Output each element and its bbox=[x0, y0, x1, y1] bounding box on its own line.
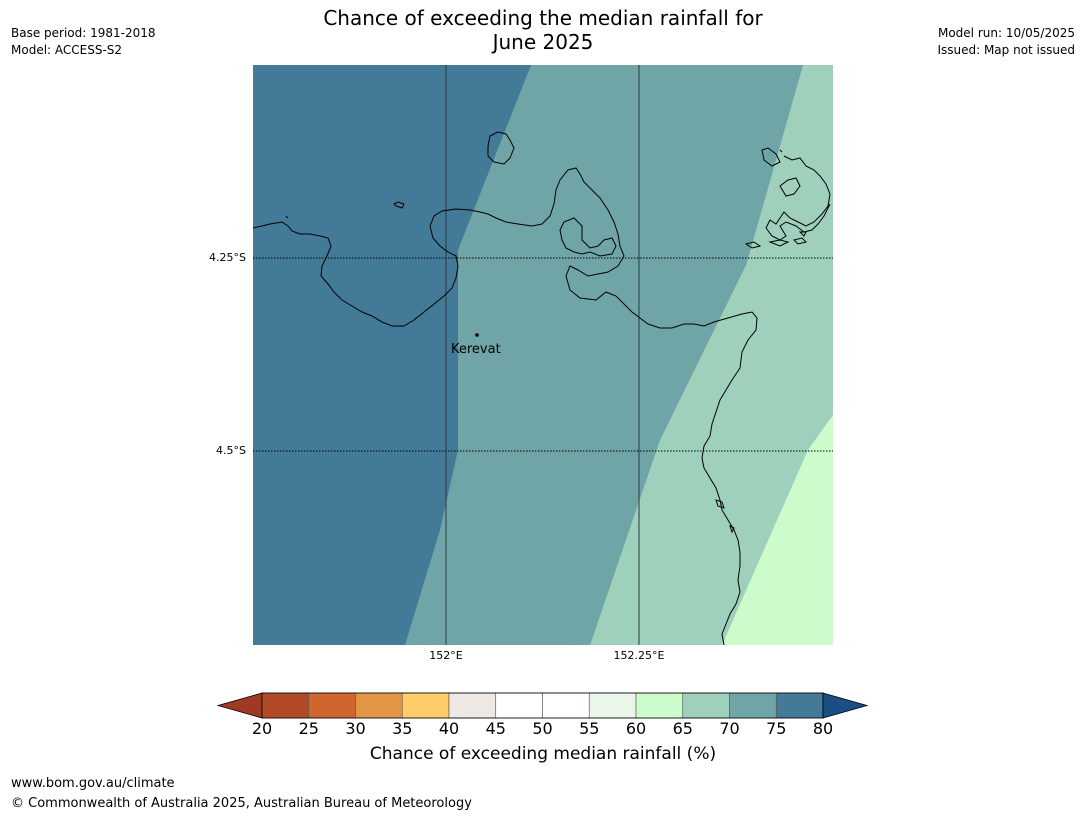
lat-tick-label: 4.5°S bbox=[216, 444, 246, 457]
metadata-left: Base period: 1981-2018 Model: ACCESS-S2 bbox=[11, 25, 156, 59]
colorbar-tick-label: 60 bbox=[625, 719, 647, 738]
metadata-right: Model run: 10/05/2025 Issued: Map not is… bbox=[937, 25, 1075, 59]
zone-70-75 bbox=[405, 65, 803, 645]
colorbar-tick-label: 55 bbox=[579, 719, 600, 738]
colorbar-tick-label: 40 bbox=[438, 719, 460, 738]
base-period-text: Base period: 1981-2018 bbox=[11, 26, 156, 40]
lon-tick-label: 152°E bbox=[429, 649, 463, 662]
colorbar-tick-label: 20 bbox=[251, 719, 273, 738]
colorbar-tick-label: 65 bbox=[672, 719, 693, 738]
colorbar-tick-label: 45 bbox=[485, 719, 506, 738]
colorbar-tick-label: 75 bbox=[766, 719, 787, 738]
colorbar-tick-label: 80 bbox=[812, 719, 834, 738]
coastline bbox=[253, 131, 831, 645]
footer-url: www.bom.gov.au/climate bbox=[11, 776, 175, 791]
lon-tick-label: 152.25°E bbox=[613, 649, 665, 662]
colorbar-tick-label: 30 bbox=[345, 719, 366, 738]
title-line-1: Chance of exceeding the median rainfall … bbox=[323, 6, 763, 30]
zone-65-70 bbox=[590, 65, 833, 645]
place-label-kerevat: Kerevat bbox=[451, 342, 501, 357]
map-title: Chance of exceeding the median rainfall … bbox=[253, 6, 833, 54]
issued-text: Issued: Map not issued bbox=[937, 43, 1075, 57]
colorbar-tick-label: 50 bbox=[532, 719, 553, 738]
colorbar-tick-label: 70 bbox=[719, 719, 740, 738]
colorbar-tick-label: 35 bbox=[392, 719, 413, 738]
model-run-text: Model run: 10/05/2025 bbox=[937, 26, 1075, 40]
lat-tick-label: 4.25°S bbox=[209, 251, 246, 264]
footer: www.bom.gov.au/climate © Commonwealth of… bbox=[11, 774, 472, 814]
place-marker-kerevat bbox=[475, 333, 479, 337]
footer-copyright: © Commonwealth of Australia 2025, Austra… bbox=[11, 796, 472, 811]
zone-60-65 bbox=[722, 415, 833, 645]
title-line-2: June 2025 bbox=[492, 30, 594, 54]
model-text: Model: ACCESS-S2 bbox=[11, 43, 123, 57]
colorbar-tick-label: 25 bbox=[298, 719, 319, 738]
colorbar-title: Chance of exceeding median rainfall (%) bbox=[369, 744, 717, 764]
